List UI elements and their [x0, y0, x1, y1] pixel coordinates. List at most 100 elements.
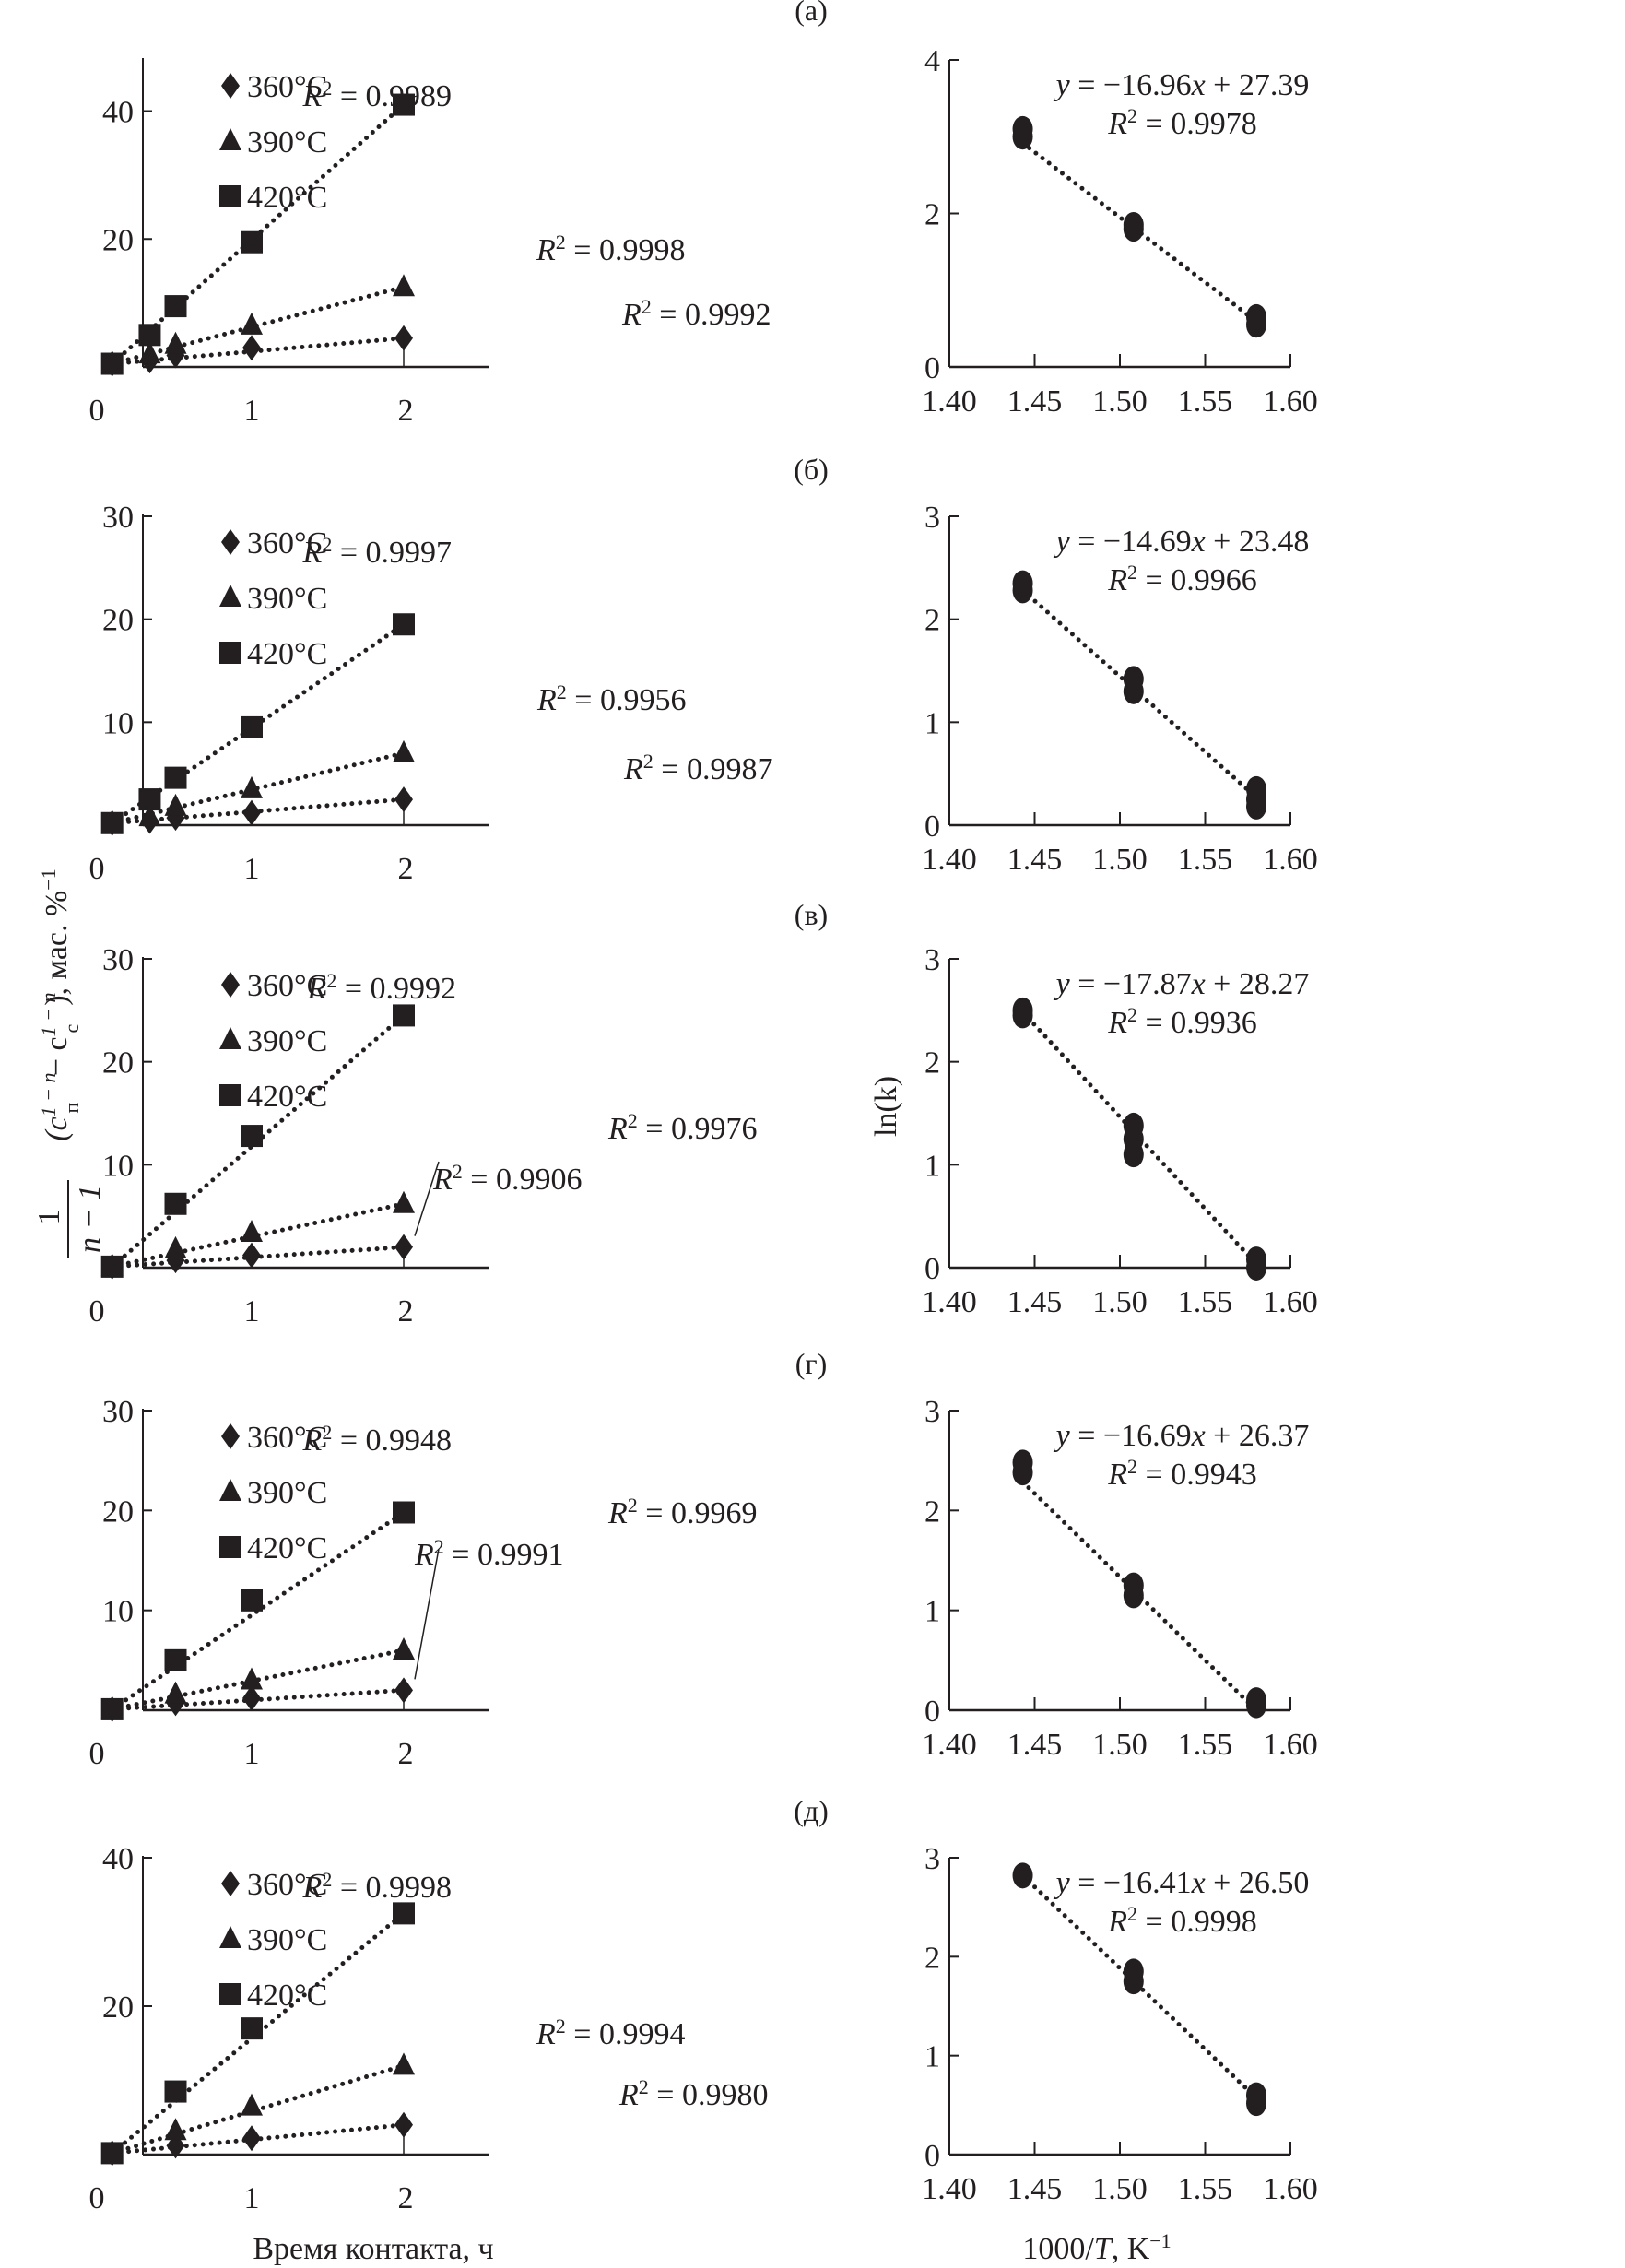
x-tick-label: 1.40 [922, 1285, 977, 1319]
y-tick-label: 1 [924, 2040, 940, 2074]
r2-label: R2 = 0.9998 [302, 1868, 452, 1906]
panel-2-left: (б) 10 20 30 0 1 2 360°C 390°C 420°C R2 = 0.9987 R2… [89, 453, 829, 886]
trend-line [1020, 1010, 1259, 1267]
legend-420: 420°C [219, 1531, 327, 1565]
x-tick-label: 1.60 [1263, 1728, 1318, 1762]
x-tick-label: 2 [398, 2181, 414, 2215]
series-360C: R2 = 0.9992 [102, 295, 771, 377]
series-390C: R2 = 0.9994 [100, 2014, 685, 2163]
trend-line [110, 2062, 406, 2156]
data-point [393, 2052, 415, 2075]
y-tick-label: 2 [924, 604, 940, 638]
right-y-axis-label: ln(k) [869, 1076, 903, 1137]
x-tick-label: 1.60 [1263, 1285, 1318, 1319]
regression-equation: y = −14.69x + 23.48 [1054, 525, 1310, 559]
data-point [1246, 1687, 1266, 1714]
x-tick-label: 1.45 [1007, 1728, 1063, 1762]
panel-3-right: 0 1 2 3 1.40 1.45 1.50 1.55 1.60 y = −17.87x + 28… [922, 943, 1318, 1319]
data-point [242, 1242, 261, 1269]
x-tick-label: 1.50 [1092, 843, 1148, 877]
r2-label: R2 = 0.9976 [607, 1109, 757, 1147]
x-tick-label: 1.45 [1007, 384, 1063, 419]
series-390C: R2 = 0.9906 [100, 1160, 582, 1276]
data-point [1012, 1862, 1033, 1889]
r2-label: R2 = 0.9989 [302, 77, 452, 114]
data-point [242, 1685, 261, 1711]
data-point [164, 295, 187, 318]
x-tick-label: 1 [244, 2181, 260, 2215]
trend-line [110, 797, 406, 826]
r2-label: R2 = 0.9997 [302, 533, 452, 571]
series-360C: R2 = 0.9976 [102, 1109, 757, 1280]
x-tick-label: 1 [244, 852, 260, 886]
x-tick-label: 0 [89, 852, 105, 886]
trend-line [1020, 140, 1259, 325]
series-360C: R2 = 0.9969 [102, 1494, 757, 1722]
left-xlabel: Время контакта, ч [253, 2232, 493, 2266]
r2-label: R2 = 0.9991 [414, 1535, 563, 1573]
y-tick-label: 2 [924, 198, 940, 232]
data-point [138, 804, 161, 827]
series-420C: R2 = 0.9992 [100, 969, 456, 1278]
series-360C: R2 = 0.9980 [102, 2075, 768, 2167]
panel-5-right: 0 1 2 3 1.40 1.45 1.50 1.55 1.60 y = −16.41x + 26… [922, 1842, 1318, 2206]
r2-label: R2 = 0.9956 [536, 680, 686, 718]
x-tick-label: 1 [244, 394, 260, 428]
legend-label: 420°C [247, 637, 327, 671]
legend-label: 390°C [247, 1024, 327, 1058]
data-point [1012, 997, 1033, 1023]
x-tick-label: 1.50 [1092, 2172, 1148, 2206]
panel-label: (в) [795, 898, 828, 931]
legend-label: 360°C [247, 1868, 327, 1902]
legend-label: 390°C [247, 1476, 327, 1510]
legend-360: 360°C [221, 526, 327, 561]
legend-390: 390°C [219, 125, 327, 159]
data-point [164, 2118, 187, 2141]
legend-420: 420°C [219, 181, 327, 215]
x-tick-label: 1.60 [1263, 2172, 1318, 2206]
trend-line [110, 1687, 406, 1712]
legend-marker-triangle-icon [219, 1027, 241, 1049]
x-tick-label: 2 [398, 394, 414, 428]
legend-label: 360°C [247, 969, 327, 1003]
y-tick-label: 10 [102, 1595, 134, 1629]
data-point [100, 1255, 124, 1278]
legend-marker-triangle-icon [219, 1479, 241, 1501]
y-tick-label: 40 [102, 96, 134, 130]
y-tick-label: 3 [924, 501, 940, 535]
x-tick-label: 1 [244, 1294, 260, 1329]
x-tick-label: 0 [89, 1737, 105, 1771]
legend-390: 390°C [219, 1923, 327, 1957]
series-390C: R2 = 0.9998 [100, 230, 685, 373]
legend-390: 390°C [219, 582, 327, 616]
data-point [100, 811, 124, 834]
data-point [164, 1192, 187, 1215]
legend-360: 360°C [221, 70, 327, 104]
legend-label: 360°C [247, 526, 327, 561]
x-tick-label: 1.55 [1178, 1728, 1233, 1762]
y-tick-label: 20 [102, 1990, 134, 2025]
panel-4-right: 0 1 2 3 1.40 1.45 1.50 1.55 1.60 y = −16.69x + 26… [922, 1395, 1318, 1762]
trend-line [110, 750, 406, 826]
trend-line [110, 1648, 406, 1712]
y-tick-label: 10 [102, 1149, 134, 1183]
legend-420: 420°C [219, 637, 327, 671]
x-tick-label: 1.55 [1178, 384, 1233, 419]
data-point [100, 352, 124, 375]
y-tick-label: 30 [102, 1395, 134, 1429]
data-point [1246, 303, 1266, 330]
series-390C: R2 = 0.9991 [100, 1535, 563, 1719]
legend-marker-diamond-icon [221, 1871, 240, 1896]
legend-420: 420°C [219, 1080, 327, 1114]
series-420C: R2 = 0.9948 [100, 1421, 452, 1720]
data-point [1012, 570, 1033, 597]
data-point [241, 312, 263, 335]
data-point [393, 1501, 415, 1524]
y-tick-label: 1 [924, 706, 940, 740]
leader-line [414, 1548, 440, 1680]
legend-360: 360°C [221, 1868, 327, 1902]
y-tick-label: 0 [924, 1252, 940, 1286]
regression-equation: y = −16.41x + 26.50 [1054, 1866, 1310, 1900]
